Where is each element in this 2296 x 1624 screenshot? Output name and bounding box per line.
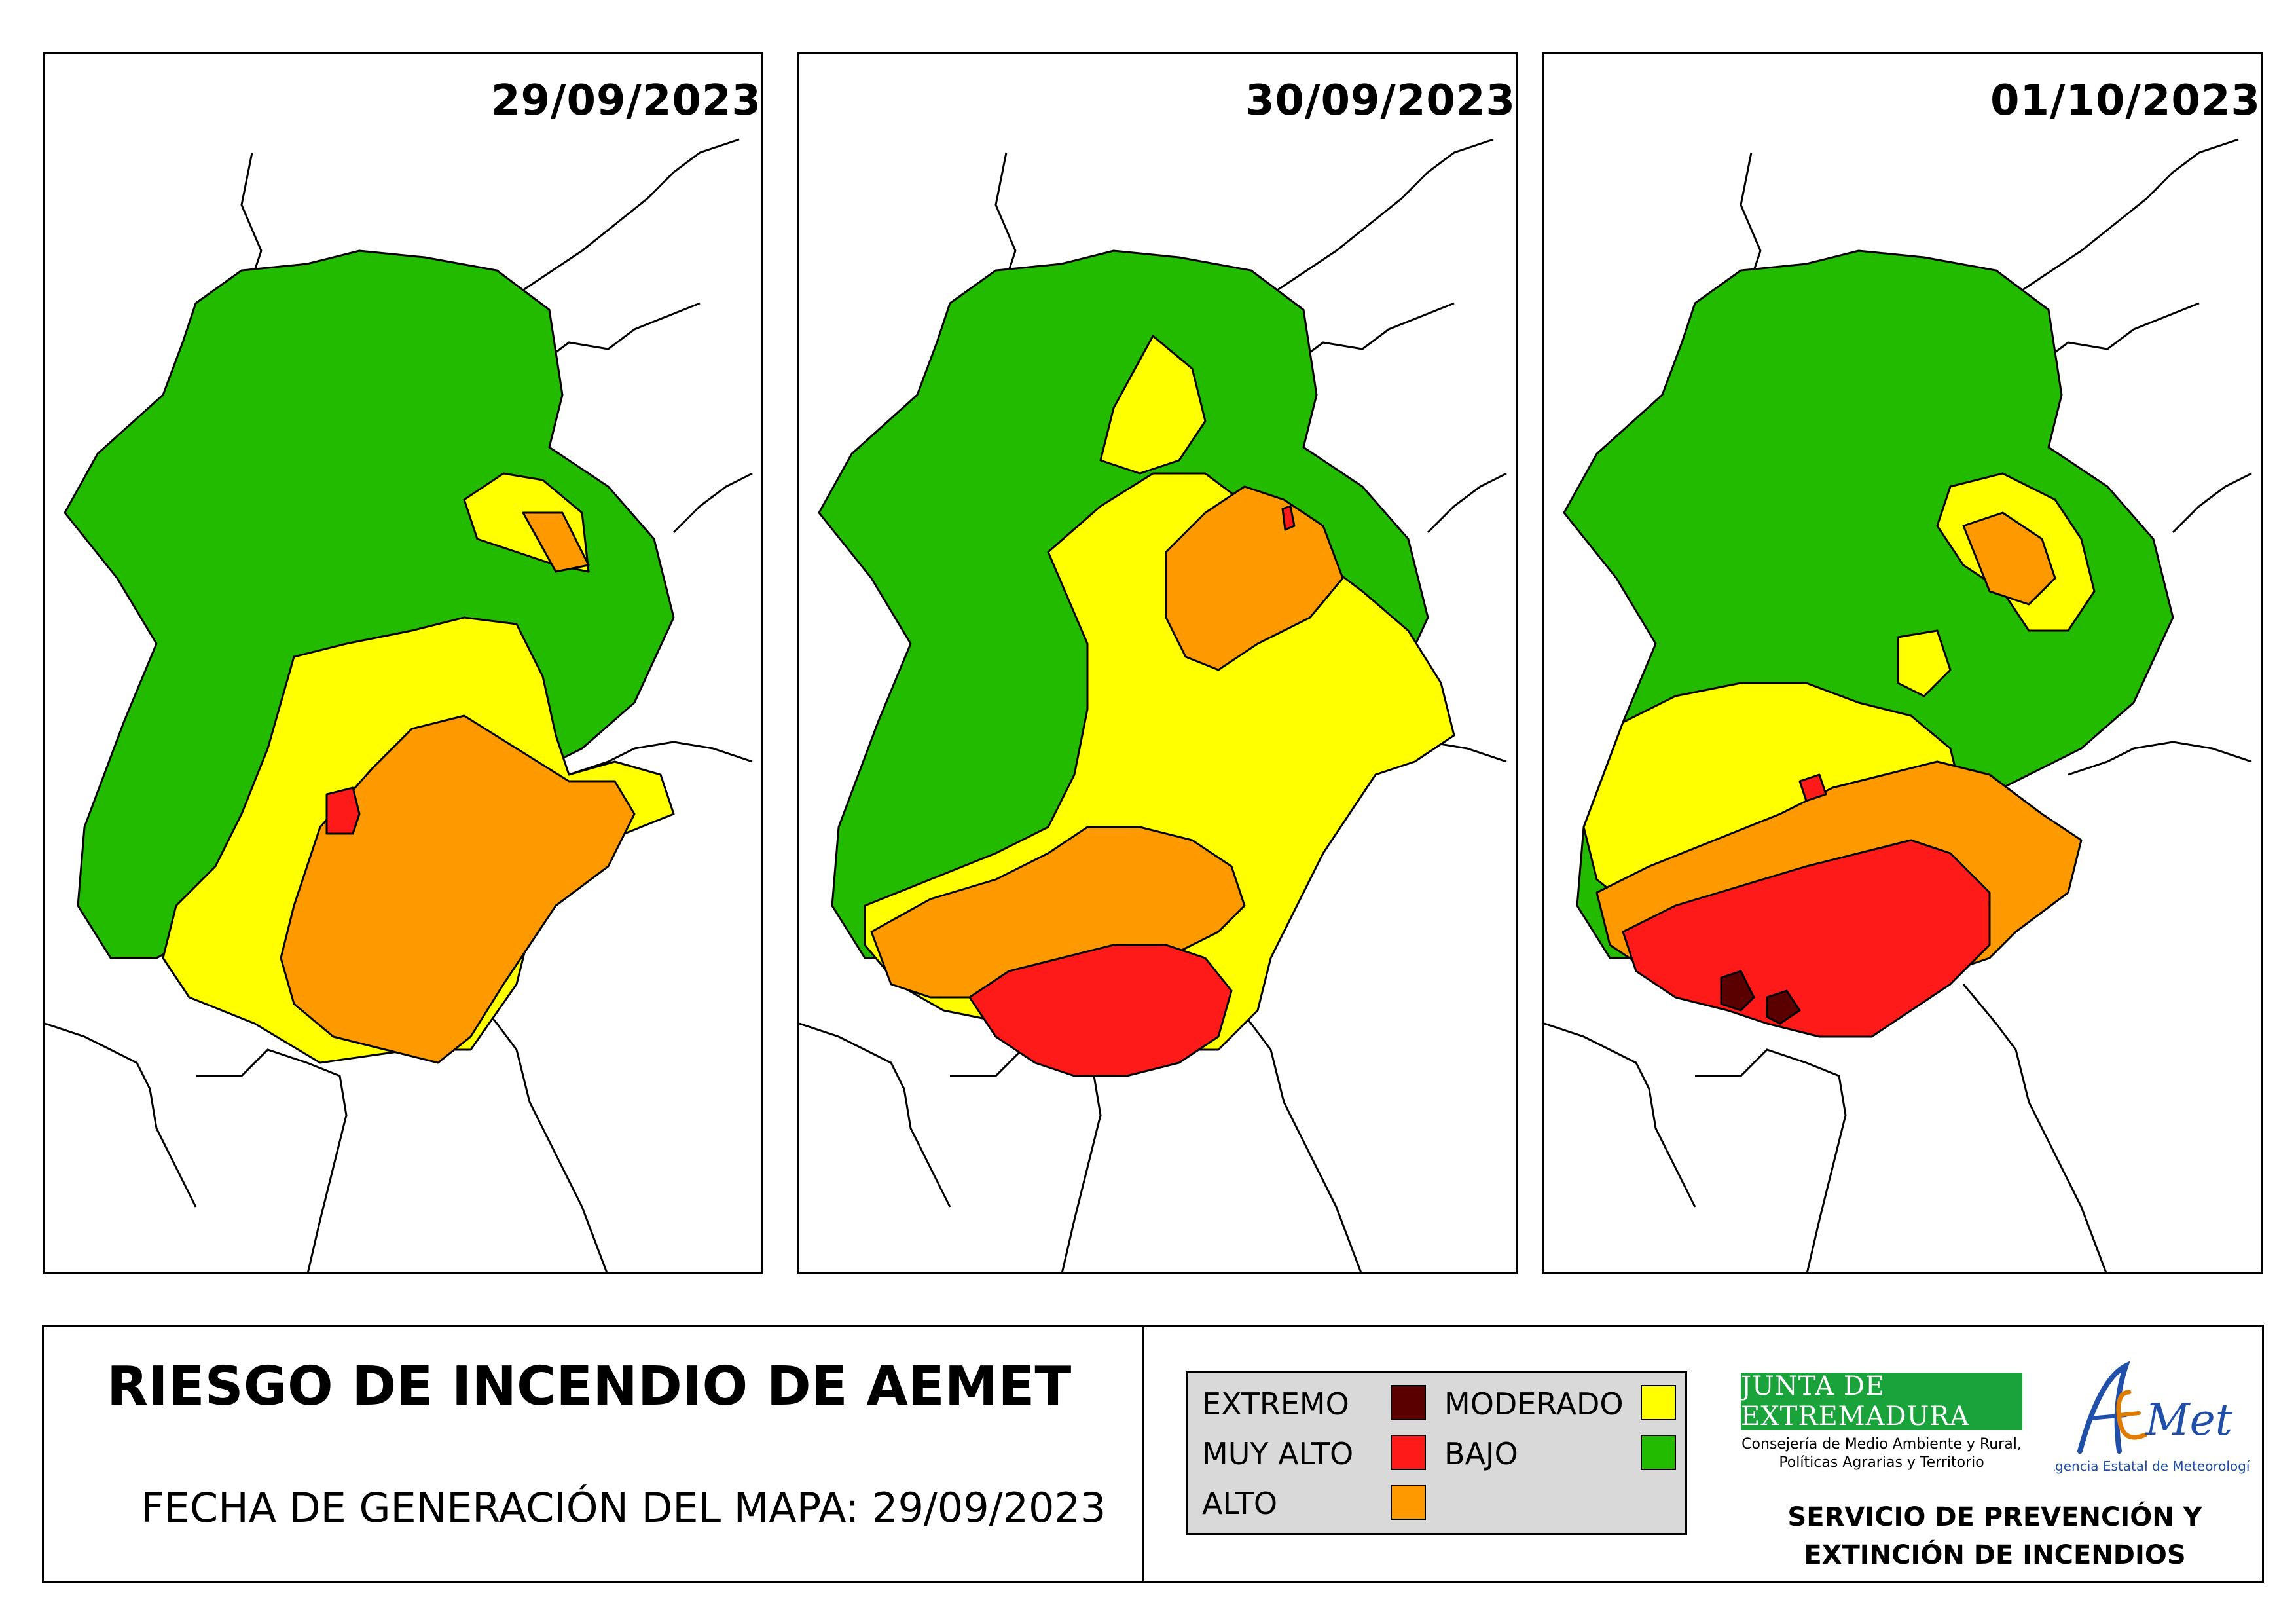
risk-region-extremo	[1766, 989, 1801, 1025]
province-shapes	[64, 249, 675, 1064]
junta-extremadura-logo: JUNTA DE EXTREMADURA	[1741, 1371, 2022, 1431]
province-shapes	[1563, 249, 2174, 1038]
risk-region-alto	[522, 511, 590, 573]
map-day3	[1544, 138, 2252, 1272]
risk-region-muy-alto	[1798, 773, 1827, 802]
legend-label-extremo: EXTREMO	[1202, 1386, 1349, 1422]
junta-subtitle-line2: Políticas Agrarias y Territorio	[1779, 1454, 1984, 1471]
risk-region-alto	[1165, 485, 1344, 671]
legend-label-moderado: MODERADO	[1444, 1386, 1624, 1422]
aemet-wordmark-tail: Met	[2145, 1395, 2233, 1445]
map-panel-day2: 30/09/2023	[797, 52, 1518, 1274]
map-day2	[799, 138, 1507, 1272]
risk-region-muy-alto	[968, 944, 1233, 1077]
panel-date: 01/10/2023	[1990, 77, 2261, 125]
legend-swatch-extremo	[1391, 1385, 1426, 1420]
map-day1	[45, 138, 753, 1272]
risk-region-muy-alto	[1622, 839, 1991, 1038]
legend-swatch-moderado	[1641, 1385, 1676, 1420]
legend-swatch-muy-alto	[1391, 1435, 1426, 1470]
service-name: SERVICIO DE PREVENCIÓN Y EXTINCIÓN DE IN…	[1746, 1498, 2244, 1574]
service-line1: SERVICIO DE PREVENCIÓN Y	[1787, 1502, 2202, 1532]
map-panel-day3: 01/10/2023	[1542, 52, 2263, 1274]
legend-label-muy-alto: MUY ALTO	[1202, 1436, 1354, 1471]
footer-divider	[1142, 1327, 1144, 1581]
province-shapes	[818, 249, 1455, 1077]
aemet-logo: Met Agencia Estatal de Meteorología	[2054, 1361, 2250, 1474]
legend-swatch-alto	[1391, 1485, 1426, 1520]
map-title: RIESGO DE INCENDIO DE AEMET	[107, 1356, 1072, 1418]
risk-region-alto	[280, 714, 636, 1064]
junta-subtitle: Consejería de Medio Ambiente y Rural, Po…	[1741, 1435, 2022, 1472]
risk-region-muy-alto	[325, 786, 361, 835]
aemet-subtitle: Agencia Estatal de Meteorología	[2054, 1458, 2250, 1474]
legend-swatch-bajo	[1641, 1435, 1676, 1470]
legend-label-alto: ALTO	[1202, 1486, 1278, 1521]
service-line2: EXTINCIÓN DE INCENDIOS	[1804, 1540, 2186, 1570]
panel-date: 29/09/2023	[491, 77, 761, 125]
legend-label-bajo: BAJO	[1444, 1436, 1518, 1471]
risk-region-alto	[1962, 511, 2056, 606]
risk-region-muy-alto	[1281, 505, 1296, 531]
legend: EXTREMO MUY ALTO ALTO MODERADO BAJO	[1186, 1371, 1687, 1535]
panel-date: 30/09/2023	[1245, 77, 1516, 125]
risk-region-extremo	[1720, 970, 1755, 1012]
map-panel-day1: 29/09/2023	[43, 52, 763, 1274]
risk-region-moderado	[1099, 335, 1207, 475]
junta-subtitle-line1: Consejería de Medio Ambiente y Rural,	[1741, 1436, 2022, 1452]
risk-region-moderado	[1897, 629, 1952, 697]
footer-box: RIESGO DE INCENDIO DE AEMET FECHA DE GEN…	[42, 1325, 2264, 1583]
generation-date: FECHA DE GENERACIÓN DEL MAPA: 29/09/2023	[141, 1484, 1106, 1532]
